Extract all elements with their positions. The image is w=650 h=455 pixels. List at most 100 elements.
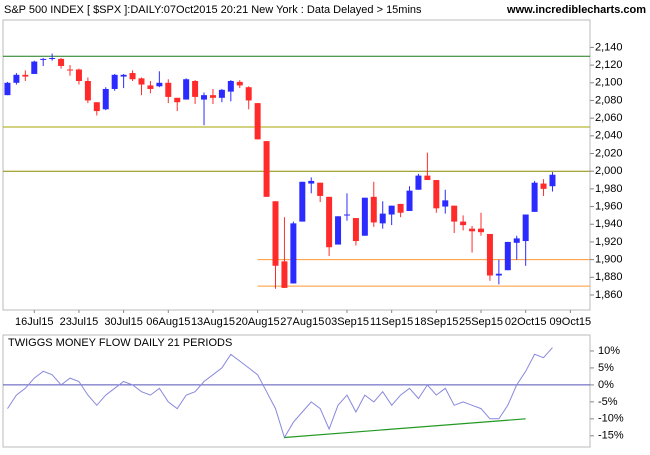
main-panel: [2, 19, 591, 311]
x-tick-label: 11Sep15: [370, 316, 413, 328]
candle-body: [22, 74, 29, 77]
candle-body: [495, 273, 502, 276]
y-tick-label: -10%: [598, 413, 624, 425]
candle-body: [451, 205, 458, 222]
candle-body: [254, 103, 261, 140]
candle-body: [406, 190, 413, 211]
x-tick-label: 09Oct15: [550, 316, 592, 328]
candle-body: [31, 61, 38, 74]
x-tick-label: 30Jul15: [104, 316, 143, 328]
candle-body: [263, 141, 270, 197]
x-tick-label: 23Jul15: [60, 316, 99, 328]
candle-body: [218, 89, 225, 98]
candle-body: [227, 81, 234, 92]
x-tick-label: 13Aug15: [191, 316, 235, 328]
x-tick-label: 20Aug15: [236, 316, 280, 328]
candle-body: [442, 200, 449, 207]
candle-body: [138, 78, 145, 85]
y-tick-label: -5%: [598, 396, 618, 408]
candle-body: [531, 182, 538, 212]
y-tick-label: 0%: [598, 379, 614, 391]
candle-body: [111, 74, 118, 89]
y-tick-label: 2,040: [595, 130, 623, 142]
y-tick-label: 1,880: [595, 271, 623, 283]
x-tick-label: 03Sep15: [325, 316, 369, 328]
candle-body: [75, 69, 82, 82]
candle-body: [415, 175, 422, 190]
candle-body: [209, 95, 216, 98]
candle-body: [49, 58, 56, 60]
candle-body: [504, 241, 511, 271]
indicator-panel: [2, 334, 591, 448]
trendline: [284, 418, 526, 439]
y-tick-label: 2,140: [595, 41, 623, 53]
candle-body: [245, 87, 252, 101]
candle-body: [361, 197, 368, 236]
candle-body: [460, 221, 467, 226]
candle-body: [540, 183, 547, 189]
candle-body: [174, 97, 181, 103]
candle-body: [147, 85, 154, 89]
candle-body: [317, 182, 324, 196]
x-tick-label: 06Aug15: [146, 316, 190, 328]
candle-body: [165, 82, 172, 97]
y-tick-label: 1,900: [595, 254, 623, 266]
candle-body: [58, 58, 65, 66]
y-tick-label: 2,100: [595, 77, 623, 89]
candle-body: [40, 58, 47, 60]
candle-body: [272, 201, 279, 266]
candle-body: [469, 228, 476, 232]
candle-body: [326, 196, 333, 248]
money-flow-line: [7, 347, 553, 439]
candle-body: [352, 218, 359, 242]
x-tick-label: 25Sep15: [459, 316, 503, 328]
x-tick-label: 27Aug15: [280, 316, 324, 328]
candle-body: [477, 228, 484, 233]
candle-body: [299, 181, 306, 222]
candle-body: [388, 205, 395, 215]
y-tick-label: 2,000: [595, 165, 623, 177]
candle-body: [236, 81, 243, 86]
y-tick-label: 2,080: [595, 94, 623, 106]
candle-body: [335, 216, 342, 245]
y-tick-label: 2,020: [595, 147, 623, 159]
candle-body: [424, 175, 431, 181]
candle-body: [192, 81, 199, 97]
candle-body: [486, 233, 493, 276]
candle-body: [549, 174, 556, 187]
candle-body: [84, 81, 91, 101]
y-tick-label: 1,960: [595, 200, 623, 212]
candle-body: [67, 69, 74, 71]
x-tick-label: 16Jul15: [15, 316, 54, 328]
candle-body: [433, 180, 440, 209]
x-tick-label: 02Oct15: [505, 316, 547, 328]
candle-body: [343, 214, 350, 216]
candle-body: [370, 196, 377, 223]
candle-body: [397, 203, 404, 213]
y-tick-label: 5%: [598, 362, 614, 374]
candle-body: [93, 102, 100, 112]
candle-body: [290, 223, 297, 284]
y-tick-label: 1,940: [595, 218, 623, 230]
candle-body: [183, 79, 190, 100]
candle-body: [4, 82, 11, 96]
candle-body: [522, 214, 529, 242]
candle-body: [281, 261, 288, 288]
y-tick-label: 1,860: [595, 289, 623, 301]
y-tick-label: 10%: [598, 345, 620, 357]
candle-body: [513, 238, 520, 243]
candle-body: [156, 82, 163, 87]
source: www.incrediblecharts.com: [506, 4, 646, 16]
candle-body: [308, 180, 315, 184]
y-tick-label: 1,920: [595, 236, 623, 248]
chart-title: S&P 500 INDEX [ $SPX ]:DAILY:07Oct2015 2…: [4, 4, 422, 16]
indicator-title: TWIGGS MONEY FLOW DAILY 21 PERIODS: [8, 337, 232, 349]
y-tick-label: 1,980: [595, 183, 623, 195]
candle-body: [129, 73, 136, 80]
candle-body: [379, 213, 386, 224]
candle-body: [120, 74, 127, 77]
y-tick-label: 2,120: [595, 59, 623, 71]
x-tick-label: 18Sep15: [414, 316, 458, 328]
y-tick-label: 2,060: [595, 112, 623, 124]
